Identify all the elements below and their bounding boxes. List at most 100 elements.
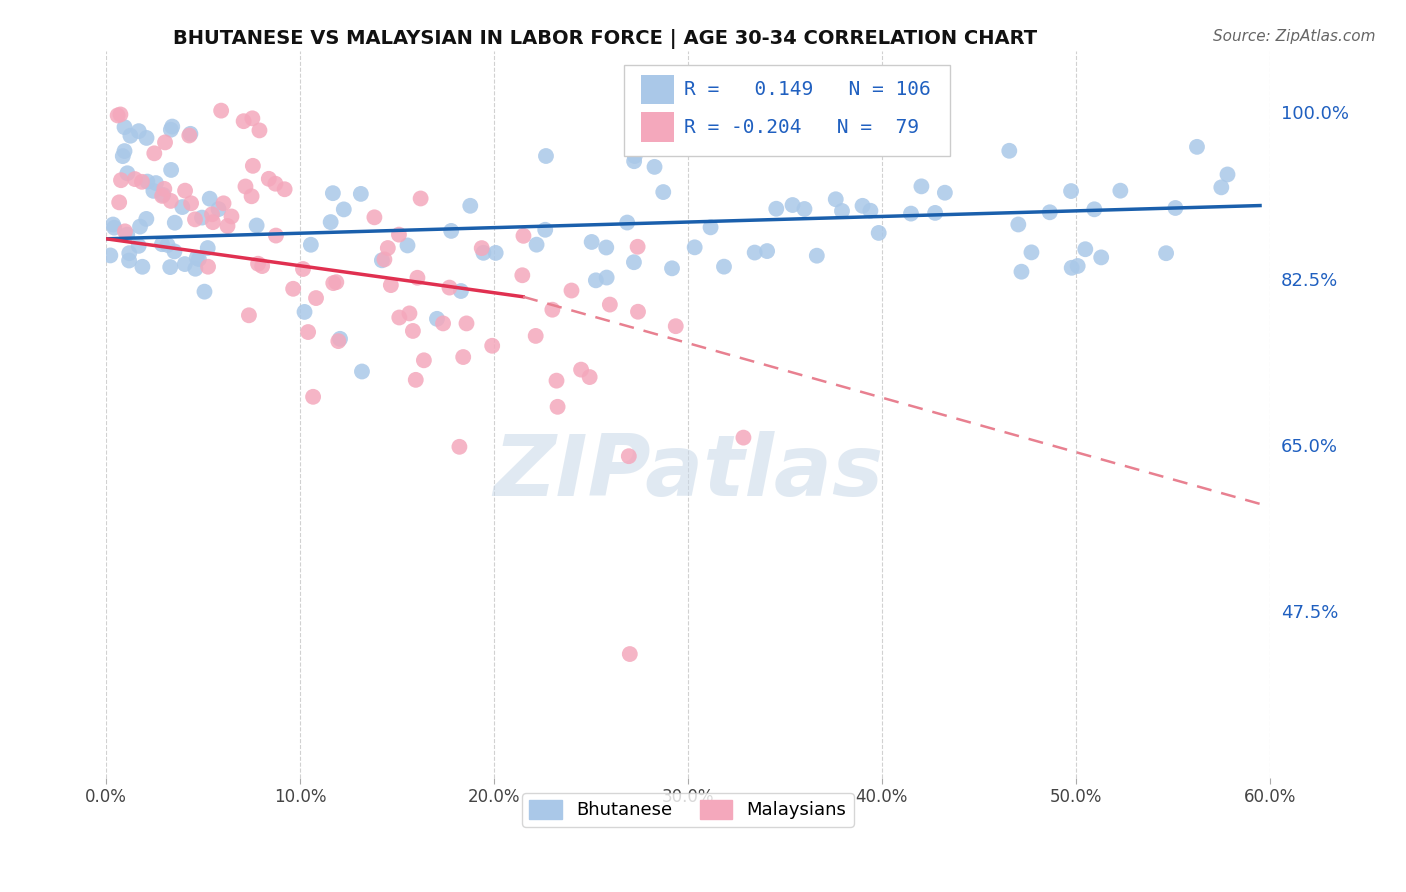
Point xyxy=(733,431,755,445)
Point xyxy=(910,179,932,194)
Point xyxy=(120,128,142,143)
Point xyxy=(101,218,124,232)
Point xyxy=(396,238,419,252)
Point xyxy=(623,154,645,169)
Point xyxy=(118,253,141,268)
Legend: Bhutanese, Malaysians: Bhutanese, Malaysians xyxy=(522,793,853,827)
Point xyxy=(257,171,280,186)
Point xyxy=(212,196,235,211)
Point xyxy=(187,252,209,266)
Point xyxy=(449,440,471,454)
Point xyxy=(107,108,129,122)
Point xyxy=(1109,184,1132,198)
Point xyxy=(207,202,229,216)
Point xyxy=(152,188,174,202)
Point xyxy=(1066,259,1088,273)
FancyBboxPatch shape xyxy=(641,112,673,142)
Point xyxy=(114,224,136,238)
Point xyxy=(1011,265,1033,279)
Point xyxy=(128,124,150,138)
Point xyxy=(831,204,853,219)
Point xyxy=(305,291,328,305)
Point xyxy=(209,103,232,118)
Point xyxy=(617,449,640,463)
Point xyxy=(1164,201,1187,215)
Point xyxy=(108,195,131,210)
Point xyxy=(159,194,181,208)
Point xyxy=(1216,168,1239,182)
Point xyxy=(283,282,305,296)
Point xyxy=(153,182,176,196)
Point xyxy=(1185,140,1208,154)
Point xyxy=(595,270,617,285)
Point xyxy=(371,253,394,268)
Point xyxy=(159,260,181,274)
FancyBboxPatch shape xyxy=(624,65,950,156)
Point xyxy=(1039,205,1062,219)
Point xyxy=(238,308,260,322)
Point xyxy=(1074,242,1097,256)
Point xyxy=(599,297,621,311)
Text: Source: ZipAtlas.com: Source: ZipAtlas.com xyxy=(1212,29,1375,44)
Point xyxy=(299,237,322,252)
Point xyxy=(156,238,179,252)
Point xyxy=(409,192,432,206)
Point xyxy=(191,211,214,225)
Point xyxy=(652,185,675,199)
Point xyxy=(439,280,461,294)
Point xyxy=(292,262,315,277)
Point xyxy=(131,175,153,189)
Point xyxy=(998,144,1021,158)
Point xyxy=(172,200,194,214)
Point xyxy=(398,306,420,320)
Point xyxy=(699,220,721,235)
Point xyxy=(560,284,582,298)
Point xyxy=(242,159,264,173)
Point xyxy=(388,310,411,325)
Point xyxy=(744,245,766,260)
Point xyxy=(322,186,344,201)
Point xyxy=(264,177,287,191)
Point xyxy=(131,260,153,274)
Point xyxy=(388,227,411,242)
Point xyxy=(246,219,269,233)
Point xyxy=(179,127,201,141)
Point xyxy=(765,202,787,216)
Point xyxy=(623,255,645,269)
Point xyxy=(193,285,215,299)
Point xyxy=(240,189,263,203)
Point xyxy=(432,317,454,331)
Point xyxy=(186,251,208,265)
Point xyxy=(547,400,569,414)
Point xyxy=(118,246,141,260)
Point xyxy=(824,192,846,206)
Point xyxy=(98,248,121,262)
Text: R = -0.204   N =  79: R = -0.204 N = 79 xyxy=(685,118,920,136)
Point xyxy=(135,131,157,145)
Point xyxy=(322,276,344,290)
Point xyxy=(128,239,150,253)
Point xyxy=(363,211,385,225)
Point xyxy=(782,198,804,212)
Point xyxy=(250,259,273,273)
Point xyxy=(578,370,600,384)
Point xyxy=(242,112,264,126)
Point xyxy=(412,353,434,368)
Point xyxy=(129,219,152,234)
Point xyxy=(249,123,271,137)
Point xyxy=(115,227,138,242)
Point xyxy=(581,235,603,249)
Point xyxy=(114,144,136,158)
Point xyxy=(264,228,287,243)
Point xyxy=(900,206,922,220)
Point xyxy=(217,219,239,233)
Point xyxy=(184,261,207,276)
Point xyxy=(627,304,650,318)
Point xyxy=(179,128,201,143)
Point xyxy=(426,311,449,326)
Point xyxy=(569,362,592,376)
Point xyxy=(302,390,325,404)
Point xyxy=(201,207,224,221)
Point xyxy=(145,176,167,190)
Point xyxy=(142,184,165,198)
